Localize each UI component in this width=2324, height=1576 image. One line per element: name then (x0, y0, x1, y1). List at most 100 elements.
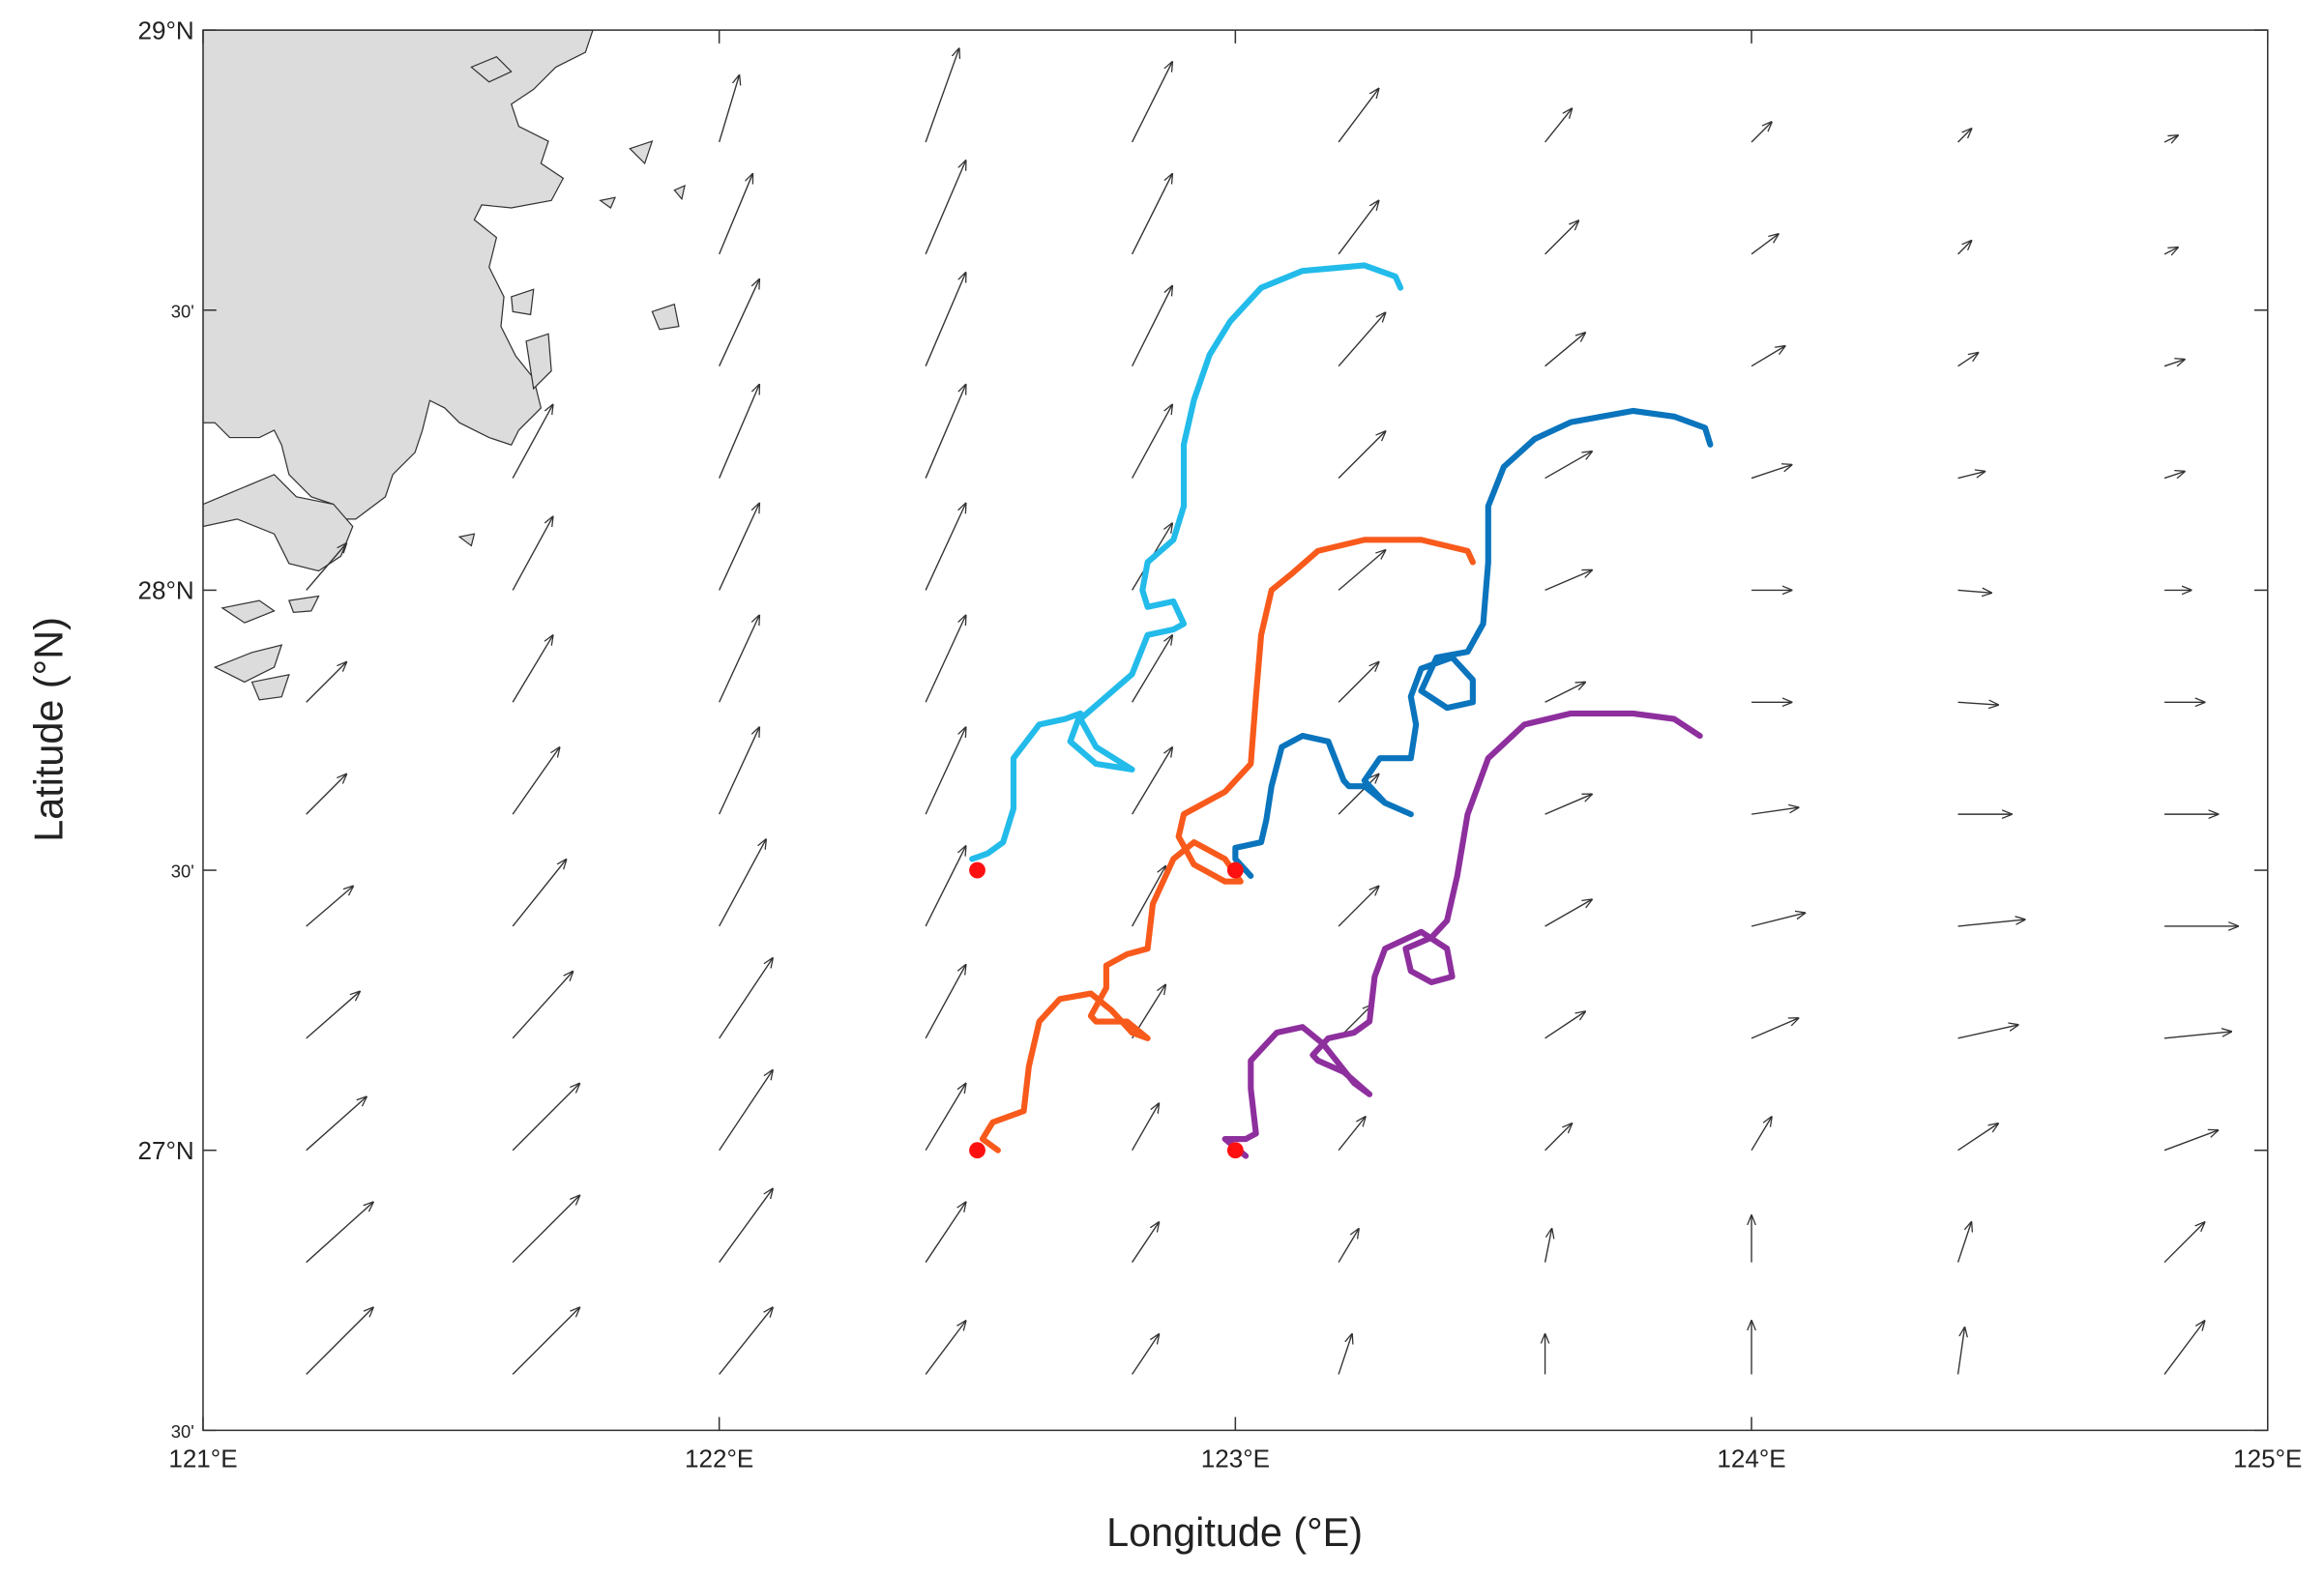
current-vector (1338, 431, 1385, 480)
current-vector (512, 1084, 579, 1152)
current-vector (925, 727, 965, 815)
current-vector (512, 517, 552, 591)
current-vector (1957, 353, 1979, 367)
current-vector (1338, 1229, 1359, 1263)
current-vector (925, 48, 958, 143)
current-vector (512, 1196, 579, 1264)
drifter-trajectory (1221, 710, 1703, 1159)
current-vector (1957, 702, 1998, 705)
current-vector (306, 1097, 367, 1152)
drifter-trajectory (979, 537, 1476, 1153)
current-vector (1544, 108, 1573, 143)
current-vector (512, 972, 573, 1039)
current-vector (719, 616, 759, 703)
current-vector (1132, 635, 1172, 703)
current-vector (1338, 887, 1378, 927)
current-vector (1132, 1103, 1160, 1152)
current-vector (1544, 683, 1585, 703)
x-axis-label: Longitude (°E) (1106, 1510, 1363, 1555)
release-point (969, 1142, 985, 1159)
current-vector (719, 839, 766, 927)
current-vector (1338, 201, 1378, 255)
current-vector (1750, 122, 1772, 143)
current-vector (512, 747, 559, 815)
current-vector (512, 860, 566, 927)
island (457, 55, 686, 547)
current-vector (1132, 747, 1172, 815)
current-vector (719, 174, 752, 255)
current-vector (2163, 1032, 2231, 1039)
current-vector (719, 1070, 773, 1152)
current-vector (512, 635, 552, 703)
current-vector (306, 543, 346, 591)
current-vector (1544, 333, 1585, 367)
current-vector (2163, 472, 2185, 479)
current-vector (1338, 662, 1378, 703)
current-vector (1750, 1018, 1798, 1039)
current-vector (719, 1307, 773, 1375)
x-tick-label: 122°E (685, 1445, 753, 1474)
current-vector (1338, 313, 1385, 367)
y-tick-label: 29°N (138, 15, 194, 44)
current-vector (2163, 360, 2185, 366)
current-vector (2163, 248, 2178, 254)
current-vector (1132, 62, 1172, 143)
current-vector (1957, 1124, 1998, 1152)
current-vector (1544, 570, 1592, 592)
current-vector (1750, 234, 1779, 255)
vector-field (306, 48, 2238, 1375)
current-vector (306, 662, 346, 703)
x-tick-label: 124°E (1717, 1445, 1785, 1474)
x-tick-label: 121°E (168, 1445, 237, 1474)
current-vector (2163, 1130, 2218, 1152)
current-vector (719, 958, 773, 1039)
current-vector (1544, 1011, 1585, 1039)
y-tick-label: 27°N (138, 1136, 194, 1165)
current-vector (306, 1202, 373, 1264)
current-vector (1132, 1334, 1160, 1375)
current-vector (719, 385, 759, 479)
current-vector (512, 405, 552, 479)
current-vector (1132, 286, 1172, 366)
current-vector (1338, 89, 1378, 143)
land (202, 30, 686, 701)
current-vector (925, 385, 965, 479)
current-vector (1750, 807, 1798, 815)
trajectories (969, 262, 1714, 1159)
y-axis-label: Latitude (°N) (26, 617, 71, 842)
current-vector (718, 75, 740, 143)
current-vector (1544, 794, 1592, 815)
current-vector (1957, 241, 1972, 255)
current-vector (925, 1202, 965, 1263)
current-vector (2163, 1321, 2204, 1375)
current-vector (2163, 1222, 2204, 1264)
drifter-trajectory (1232, 407, 1714, 879)
current-vector (1544, 452, 1592, 480)
current-vector (1544, 899, 1592, 927)
axes: 121°E 122°E 123°E 124°E 125°E 30' 27°N 30' 28°N 3… (138, 15, 2303, 1473)
current-vector (1750, 465, 1791, 480)
current-vector (719, 1189, 773, 1263)
current-vector (306, 992, 360, 1039)
y-tick-label: 28°N (138, 576, 194, 605)
current-vector (1750, 913, 1805, 927)
current-vector (1338, 1334, 1352, 1375)
current-vector (1956, 1222, 1972, 1263)
current-vector (925, 616, 965, 703)
y-tick-label: 30' (171, 301, 194, 321)
current-vector (719, 727, 759, 815)
current-vector (1132, 174, 1172, 255)
release-point (1226, 1142, 1244, 1159)
current-vector (925, 161, 965, 255)
current-vector (306, 774, 346, 815)
current-vector (1544, 1229, 1552, 1263)
release-point (1226, 861, 1244, 879)
current-vector (1338, 550, 1385, 591)
y-tick-label: 30' (171, 861, 194, 882)
current-vector (1338, 774, 1378, 815)
current-vector (1544, 1124, 1573, 1152)
current-vector (2163, 135, 2178, 142)
x-tick-label: 125°E (2233, 1445, 2302, 1474)
current-vector (1957, 129, 1972, 143)
